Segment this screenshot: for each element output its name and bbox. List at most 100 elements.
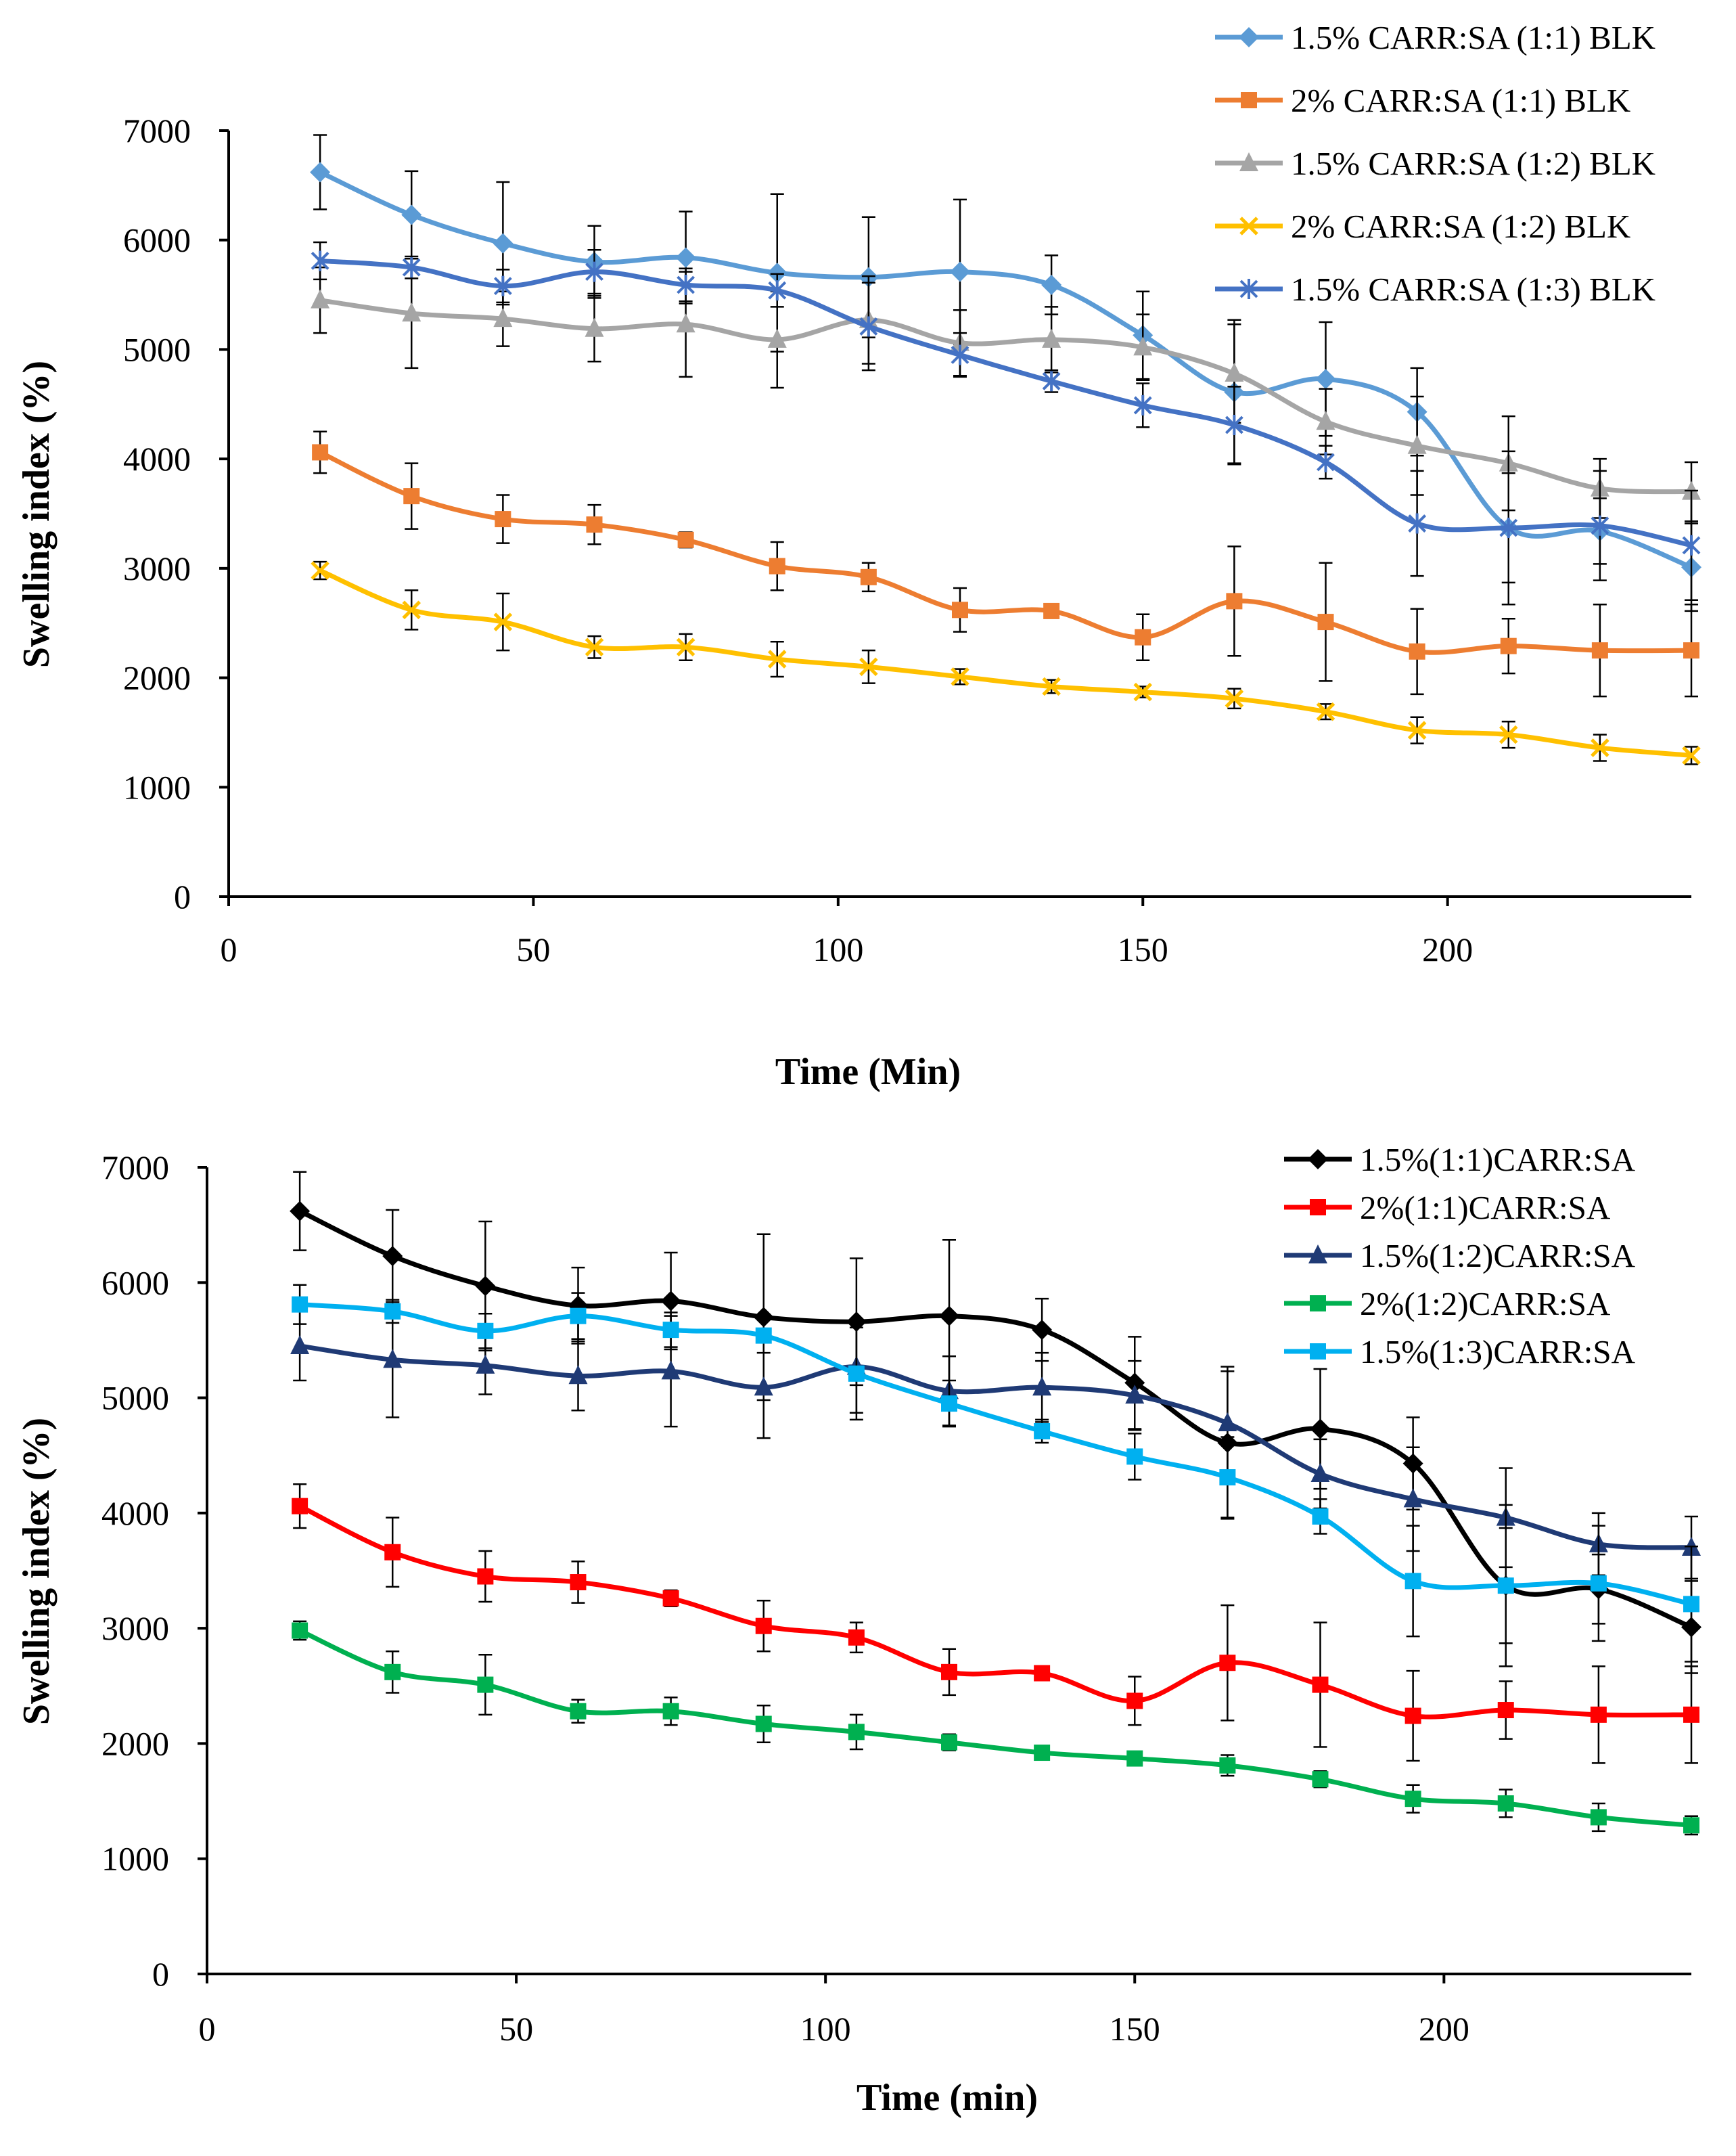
data-point: [1041, 275, 1062, 296]
data-point: [848, 1724, 865, 1740]
data-point: [1316, 702, 1335, 721]
data-point: [402, 302, 421, 322]
data-point: [1034, 1745, 1051, 1761]
data-point: [402, 600, 421, 620]
data-point: [384, 1663, 401, 1680]
data-point: [493, 233, 513, 254]
data-point: [941, 1734, 957, 1751]
data-point: [1032, 1320, 1053, 1341]
y-tick-label: 0: [152, 1955, 169, 1993]
y-tick-label: 0: [174, 878, 191, 916]
data-point: [1591, 738, 1609, 757]
legend-entry: 1.5% CARR:SA (1:1) BLK: [1215, 19, 1655, 56]
data-point: [1404, 1573, 1421, 1590]
data-point: [767, 263, 787, 284]
data-point: [1043, 602, 1060, 619]
legend-label: 1.5% CARR:SA (1:3) BLK: [1291, 271, 1655, 308]
data-point: [755, 1617, 772, 1634]
data-point: [848, 1629, 865, 1646]
legend-marker: [1308, 1244, 1327, 1263]
legend-label: 2% CARR:SA (1:1) BLK: [1291, 82, 1630, 119]
data-point: [383, 1349, 403, 1368]
data-point: [660, 1290, 681, 1311]
data-point: [401, 204, 422, 225]
data-point: [1032, 1376, 1052, 1396]
legend-label: 1.5%(1:3)CARR:SA: [1360, 1333, 1636, 1370]
legend-marker: [1239, 217, 1258, 235]
data-point: [1310, 1418, 1331, 1439]
legend-entry: 2%(1:1)CARR:SA: [1284, 1189, 1611, 1226]
y-tick-label: 5000: [123, 330, 191, 368]
legend-marker: [1310, 1199, 1326, 1215]
data-point: [951, 667, 969, 686]
data-point: [1034, 1665, 1051, 1682]
data-point: [1133, 336, 1153, 356]
data-point: [1409, 643, 1425, 660]
x-tick-label: 200: [1419, 2010, 1469, 2048]
data-point: [1683, 1817, 1699, 1834]
data-point: [860, 568, 877, 585]
legend-marker: [1239, 152, 1258, 171]
data-point: [676, 313, 695, 333]
data-point: [1591, 515, 1609, 536]
data-point: [1683, 1706, 1699, 1723]
data-point: [570, 1703, 587, 1720]
y-axis-title-top: Swelling index (%): [16, 361, 58, 668]
data-point: [1034, 1422, 1051, 1439]
data-point: [1407, 721, 1427, 740]
series-line: [297, 1209, 1694, 1630]
data-point: [570, 1574, 587, 1591]
data-point: [1315, 369, 1336, 390]
data-point: [1126, 1692, 1143, 1709]
data-point: [585, 637, 604, 657]
data-point: [1225, 363, 1244, 382]
data-point: [382, 1246, 403, 1267]
data-point: [1317, 451, 1335, 472]
x-tick-label: 50: [499, 2010, 533, 2048]
x-tick-label: 200: [1422, 930, 1473, 968]
data-point: [1497, 1577, 1514, 1594]
data-point: [1404, 1707, 1421, 1724]
data-point: [677, 531, 694, 548]
data-point: [662, 1703, 679, 1720]
data-point: [1497, 1702, 1514, 1719]
x-tick-label: 150: [1110, 2010, 1160, 2048]
series-line: [317, 449, 1694, 655]
data-point: [1133, 682, 1153, 702]
data-point: [951, 344, 969, 365]
data-point: [1407, 434, 1427, 454]
data-point: [675, 247, 696, 268]
y-axis-title-bottom: Swelling index (%): [16, 1418, 58, 1725]
series-line: [317, 298, 1694, 495]
legend-label: 1.5%(1:2)CARR:SA: [1360, 1237, 1636, 1274]
legend-marker: [1239, 279, 1258, 299]
y-tick-label: 3000: [101, 1609, 169, 1647]
data-point: [475, 1276, 496, 1297]
data-point: [1499, 518, 1518, 539]
data-point: [476, 1354, 495, 1374]
data-point: [1499, 725, 1518, 744]
data-point: [570, 1307, 587, 1324]
data-point: [292, 1498, 309, 1514]
data-point: [859, 316, 878, 337]
plot-area-top: 0 1000 2000 3000 4000 5000 6000 7000 0 50 100 150 20…: [123, 112, 1701, 968]
plot-area-bottom: 0 1000 2000 3000 4000 5000 6000 7000 0 50 100 150 20…: [101, 1148, 1701, 2048]
data-point: [477, 1676, 494, 1693]
data-point: [1042, 677, 1061, 696]
x-axis-title-bottom: Time (min): [856, 2077, 1038, 2119]
data-point: [1316, 411, 1335, 430]
y-tick-label: 4000: [101, 1494, 169, 1532]
legend-entry: 2% CARR:SA (1:2) BLK: [1215, 208, 1630, 245]
y-tick-label: 1000: [123, 768, 191, 806]
y-tick-label: 7000: [123, 112, 191, 150]
data-point: [292, 1296, 309, 1313]
data-point: [848, 1365, 865, 1382]
data-point: [310, 162, 331, 183]
data-point: [292, 1622, 309, 1639]
data-point: [662, 1322, 679, 1339]
data-point: [403, 488, 420, 505]
data-point: [1312, 1508, 1329, 1525]
legend-entry: 1.5%(1:1)CARR:SA: [1284, 1141, 1636, 1178]
data-point: [477, 1568, 494, 1585]
series-2: [312, 430, 1699, 698]
